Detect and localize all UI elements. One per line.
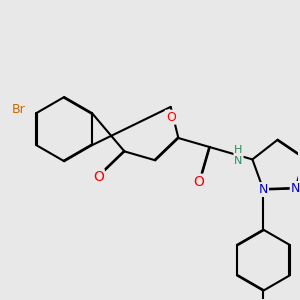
Text: Br: Br — [12, 103, 26, 116]
Text: O: O — [166, 111, 175, 124]
Text: O: O — [194, 175, 205, 189]
Text: O: O — [93, 169, 104, 184]
Text: H
N: H N — [234, 145, 243, 166]
Text: N: N — [259, 183, 268, 196]
Text: N: N — [291, 182, 300, 195]
